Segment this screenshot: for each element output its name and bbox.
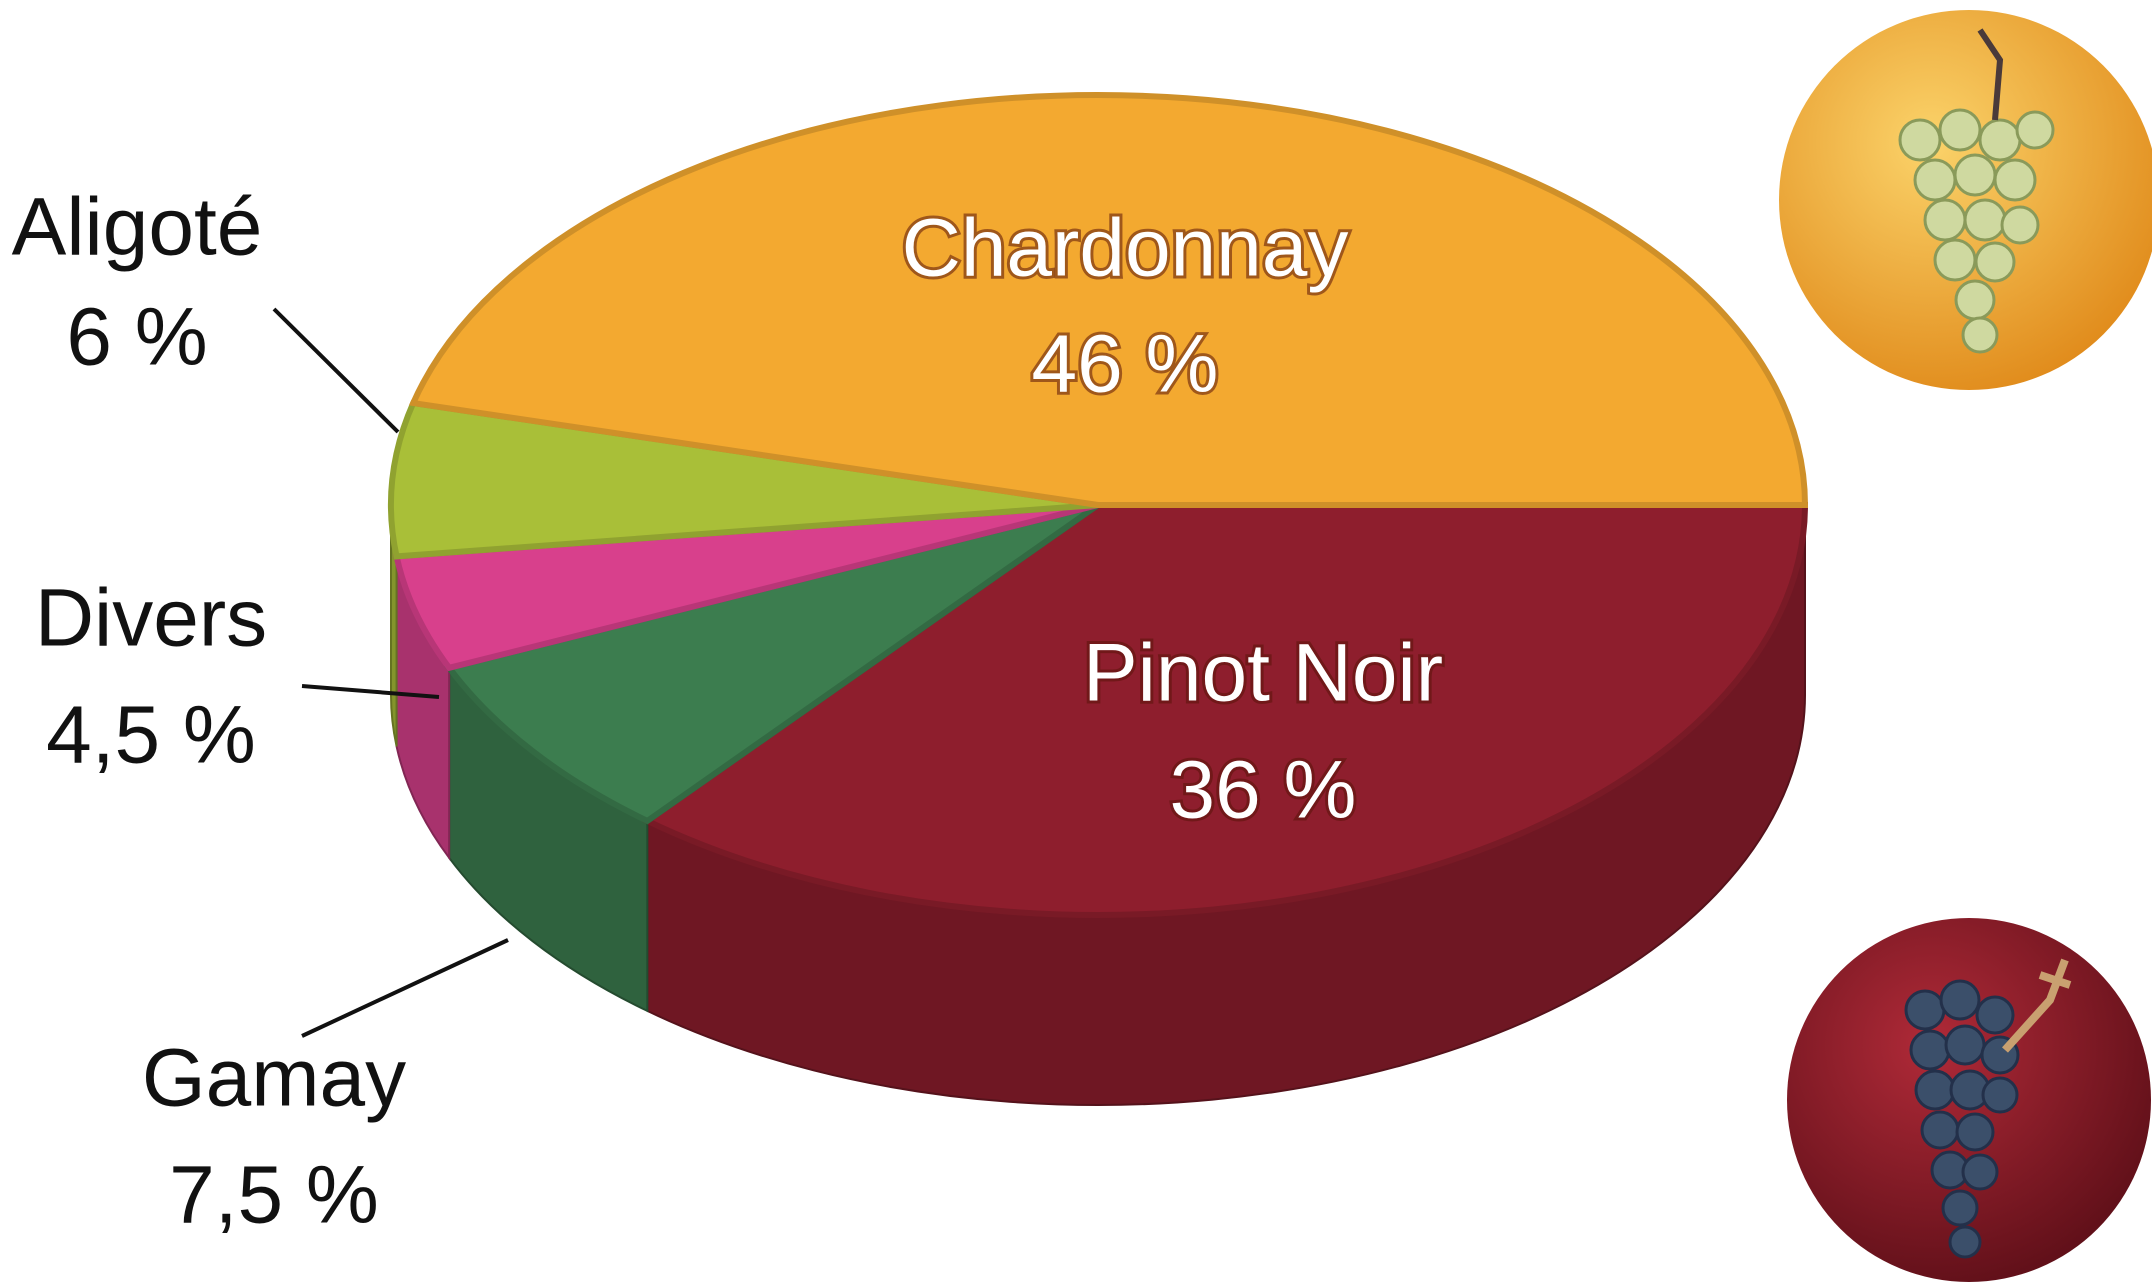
slice-value-label: 4,5 % (46, 690, 256, 781)
slice-label: Gamay (142, 1033, 406, 1124)
slice-label: Pinot Noir (1083, 628, 1443, 719)
slice-value-label: 36 % (1170, 745, 1357, 836)
slice-label: Divers (35, 573, 267, 664)
slice-label: Chardonnay (902, 203, 1349, 294)
white-grape-icon (1779, 10, 2152, 390)
red-grape-icon (1787, 918, 2151, 1282)
slice-value-label: 46 % (1032, 319, 1219, 410)
slice-value-label: 7,5 % (169, 1150, 379, 1241)
slice-label: Aligoté (12, 182, 263, 273)
leader-line (274, 309, 398, 432)
slice-value-label: 6 % (66, 292, 207, 383)
chart: Pinot Noir 36 % Gamay 7,5 % Divers 4,5 % Aligo… (0, 0, 2152, 1285)
leader-line (302, 940, 508, 1036)
